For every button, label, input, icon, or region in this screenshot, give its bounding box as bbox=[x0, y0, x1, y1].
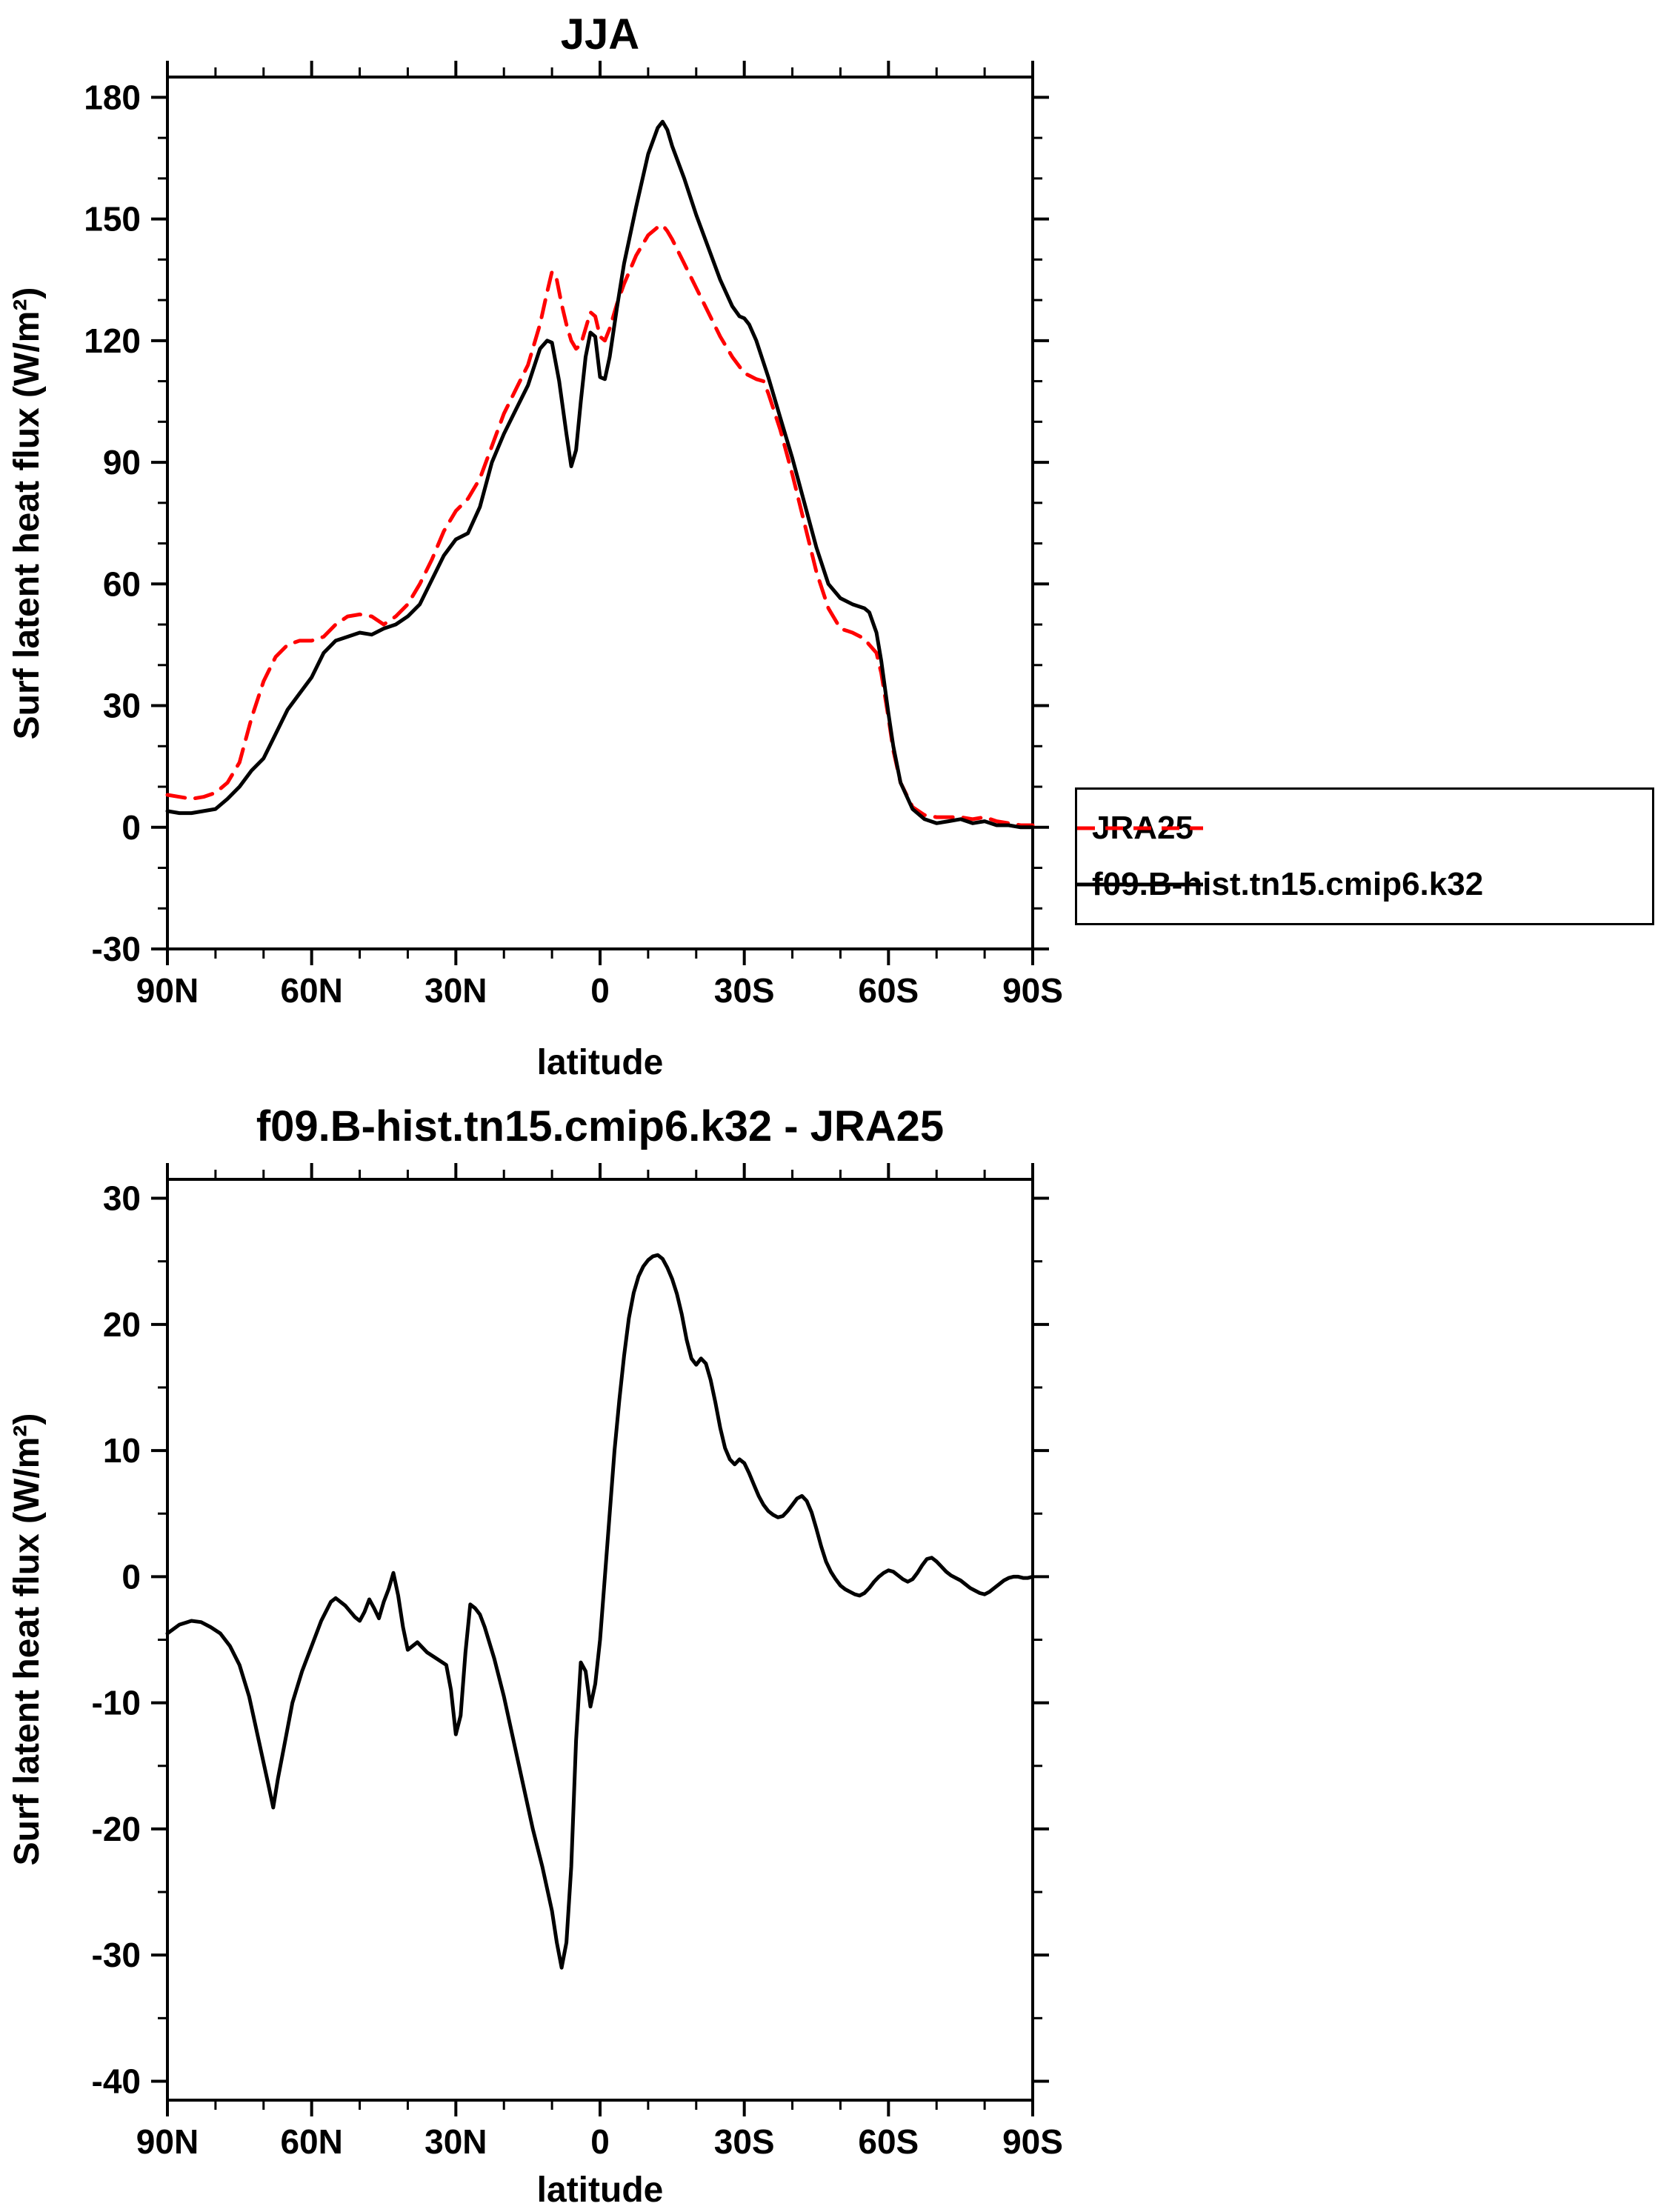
top-chart-title: JJA bbox=[561, 10, 639, 59]
x-tick-label: 60S bbox=[858, 971, 919, 1010]
difference-line bbox=[165, 1253, 1035, 1970]
x-tick-label: 30N bbox=[424, 2122, 487, 2161]
model-solid-line-sample bbox=[1077, 882, 1203, 887]
y-tick-label: 0 bbox=[121, 1557, 141, 1596]
x-tick-label: 90N bbox=[136, 2122, 199, 2161]
bottom-plot-area: 90N 60N 30N 0 30S 60S 90S -40 -30 -20 -10 0 10 20 30 bbox=[92, 1163, 1063, 2161]
y-tick-label: 0 bbox=[121, 808, 141, 847]
y-tick-label: 60 bbox=[103, 564, 141, 603]
x-tick-label: 90N bbox=[136, 971, 199, 1010]
x-tick-label: 0 bbox=[590, 2122, 610, 2161]
bottom-chart-xlabel: latitude bbox=[537, 2171, 664, 2210]
top-plot-area: 90N 60N 30N 0 30S 60S 90S -30 0 30 60 90 120 150 180 bbox=[84, 61, 1063, 1010]
y-tick-label: 120 bbox=[84, 322, 141, 360]
y-tick-label: 90 bbox=[103, 443, 141, 482]
x-tick-label: 90S bbox=[1002, 2122, 1063, 2161]
y-tick-label: 30 bbox=[103, 1179, 141, 1218]
model-line bbox=[165, 119, 1035, 830]
y-tick-label: 10 bbox=[103, 1431, 141, 1470]
plot-frame bbox=[166, 76, 1034, 950]
y-tick-label: -10 bbox=[92, 1684, 141, 1722]
x-tick-label: 30S bbox=[714, 971, 775, 1010]
y-tick-label: 30 bbox=[103, 687, 141, 725]
x-tick-label: 0 bbox=[590, 971, 610, 1010]
bottom-chart-title: f09.B-hist.tn15.cmip6.k32 - JRA25 bbox=[256, 1102, 944, 1150]
x-tick-label: 60S bbox=[858, 2122, 919, 2161]
jra25-line bbox=[165, 223, 1035, 827]
top-chart: JJA Surf latent heat flux (W/m²) latitud… bbox=[7, 10, 1063, 1082]
x-tick-label: 30S bbox=[714, 2122, 775, 2161]
x-tick-label: 90S bbox=[1002, 971, 1063, 1010]
y-tick-label: 20 bbox=[103, 1305, 141, 1344]
x-tick-label: 30N bbox=[424, 971, 487, 1010]
jra25-dashed-line-sample bbox=[1077, 826, 1203, 830]
y-tick-label: -30 bbox=[92, 930, 141, 968]
bottom-chart-ylabel: Surf latent heat flux (W/m²) bbox=[7, 1413, 47, 1866]
y-tick-label: -30 bbox=[92, 1936, 141, 1974]
legend-item-model: f09.B-hist.tn15.cmip6.k32 bbox=[1077, 866, 1652, 903]
legend-item-jra25: JRA25 bbox=[1077, 810, 1652, 847]
top-chart-ylabel: Surf latent heat flux (W/m²) bbox=[7, 287, 47, 740]
top-chart-xlabel: latitude bbox=[537, 1043, 664, 1082]
y-tick-label: 150 bbox=[84, 200, 141, 239]
bottom-chart: f09.B-hist.tn15.cmip6.k32 - JRA25 Surf l… bbox=[7, 1102, 1063, 2210]
x-tick-label: 60N bbox=[280, 2122, 342, 2161]
y-tick-label: -40 bbox=[92, 2062, 141, 2100]
x-tick-label: 60N bbox=[280, 971, 342, 1010]
y-tick-label: 180 bbox=[84, 78, 141, 116]
y-tick-label: -20 bbox=[92, 1810, 141, 1848]
chart-legend: JRA25 f09.B-hist.tn15.cmip6.k32 bbox=[1075, 787, 1654, 925]
